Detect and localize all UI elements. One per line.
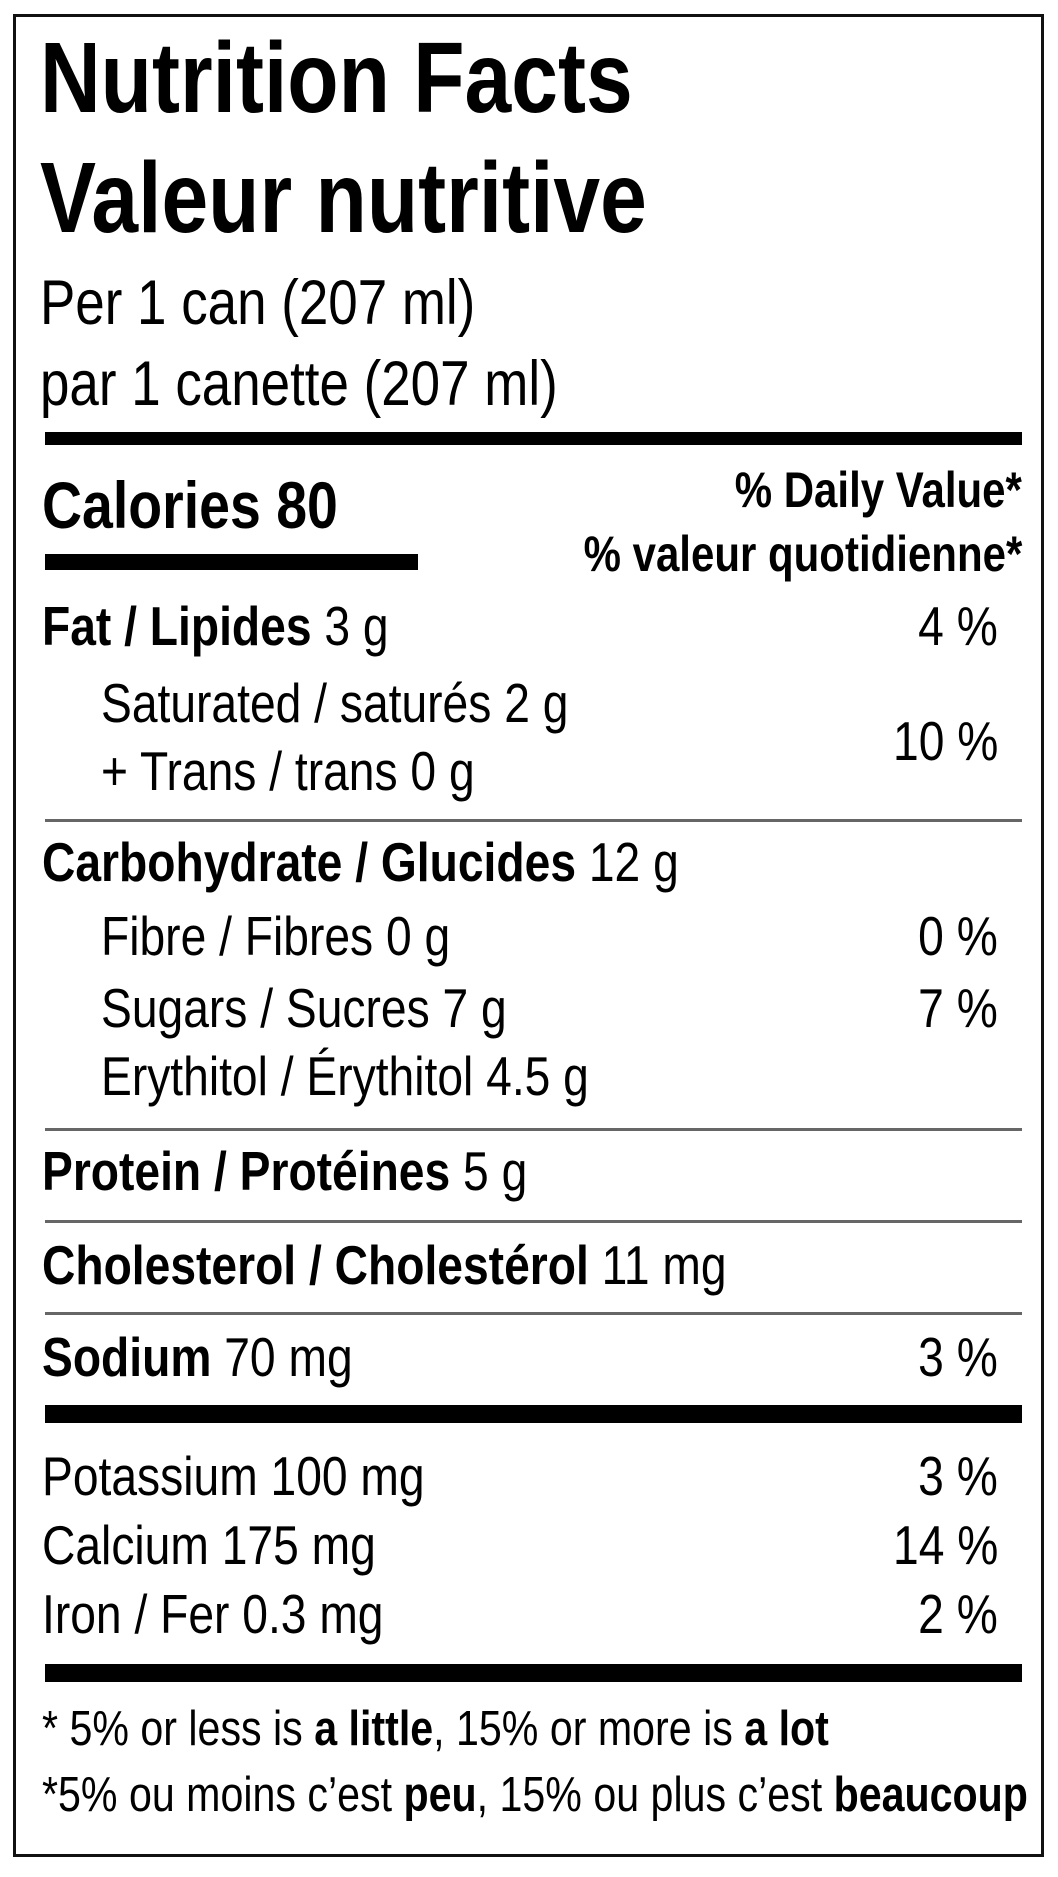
carbohydrate-row: Carbohydrate / Glucides 12 g [42,835,679,890]
cholesterol-row: Cholesterol / Cholestérol 11 mg [42,1238,727,1293]
potassium-dv: 3 % [918,1445,998,1507]
divider [45,1220,1022,1223]
footnote-bold: a lot [744,1702,829,1756]
sodium-amount: 70 mg [224,1326,353,1388]
calories-underline [45,554,418,570]
fat-amount: 3 g [324,595,389,657]
iron-row: Iron / Fer 0.3 mg [42,1583,384,1645]
footnote-bold: a little [314,1702,434,1756]
cholesterol-amount: 11 mg [601,1234,727,1296]
divider [45,1312,1022,1315]
footnote-bold: beaucoup [833,1768,1028,1822]
protein-label: Protein / Protéines [42,1140,451,1202]
divider-thick [45,432,1022,445]
daily-value-header-en: % Daily Value* [734,462,1022,518]
title-en: Nutrition Facts [40,22,633,134]
cholesterol-label: Cholesterol / Cholestérol [42,1234,589,1296]
footnote-text: *5% ou moins c’est [42,1768,404,1822]
protein-amount: 5 g [463,1140,528,1202]
trans-row: + Trans / trans 0 g [101,740,475,802]
saturated-trans-dv: 10 % [892,710,998,772]
fibre-row: Fibre / Fibres 0 g [101,905,451,967]
fat-label: Fat / Lipides [42,595,312,657]
calcium-row: Calcium 175 mg [42,1514,376,1576]
erythritol-row: Erythitol / Érythitol 4.5 g [101,1045,589,1107]
footnote-bold: peu [403,1768,477,1822]
divider [45,1128,1022,1131]
carbohydrate-label: Carbohydrate / Glucides [42,831,577,893]
carbohydrate-amount: 12 g [588,831,679,893]
saturated-row: Saturated / saturés 2 g [101,672,569,734]
fat-row: Fat / Lipides 3 g [42,599,389,654]
potassium-row: Potassium 100 mg [42,1445,425,1507]
footnote-fr: *5% ou moins c’est peu, 15% ou plus c’es… [42,1771,1028,1820]
nutrition-facts-table [13,14,1044,1857]
serving-size-fr: par 1 canette (207 ml) [40,349,558,419]
footnote-text: , 15% ou plus c’est [476,1768,834,1822]
footnote-text: , 15% or more is [433,1702,745,1756]
calcium-dv: 14 % [892,1514,998,1576]
fibre-dv: 0 % [918,905,998,967]
footnote-text: * 5% or less is [42,1702,315,1756]
sodium-label: Sodium [42,1326,212,1388]
calories-value: 80 [276,468,338,542]
calories-label: Calories [42,468,261,542]
divider [45,819,1022,822]
divider-thick [45,1405,1022,1423]
sugars-dv: 7 % [918,977,998,1039]
sodium-row: Sodium 70 mg [42,1330,353,1385]
protein-row: Protein / Protéines 5 g [42,1144,527,1199]
sodium-dv: 3 % [918,1326,998,1388]
divider-thick [45,1664,1022,1682]
daily-value-header-fr: % valeur quotidienne* [583,526,1022,582]
title-fr: Valeur nutritive [40,142,647,254]
sugars-row: Sugars / Sucres 7 g [101,977,507,1039]
fat-dv: 4 % [918,595,998,657]
serving-size-en: Per 1 can (207 ml) [40,268,476,338]
calories: Calories 80 [42,472,338,538]
footnote-en: * 5% or less is a little, 15% or more is… [42,1705,829,1754]
iron-dv: 2 % [918,1583,998,1645]
